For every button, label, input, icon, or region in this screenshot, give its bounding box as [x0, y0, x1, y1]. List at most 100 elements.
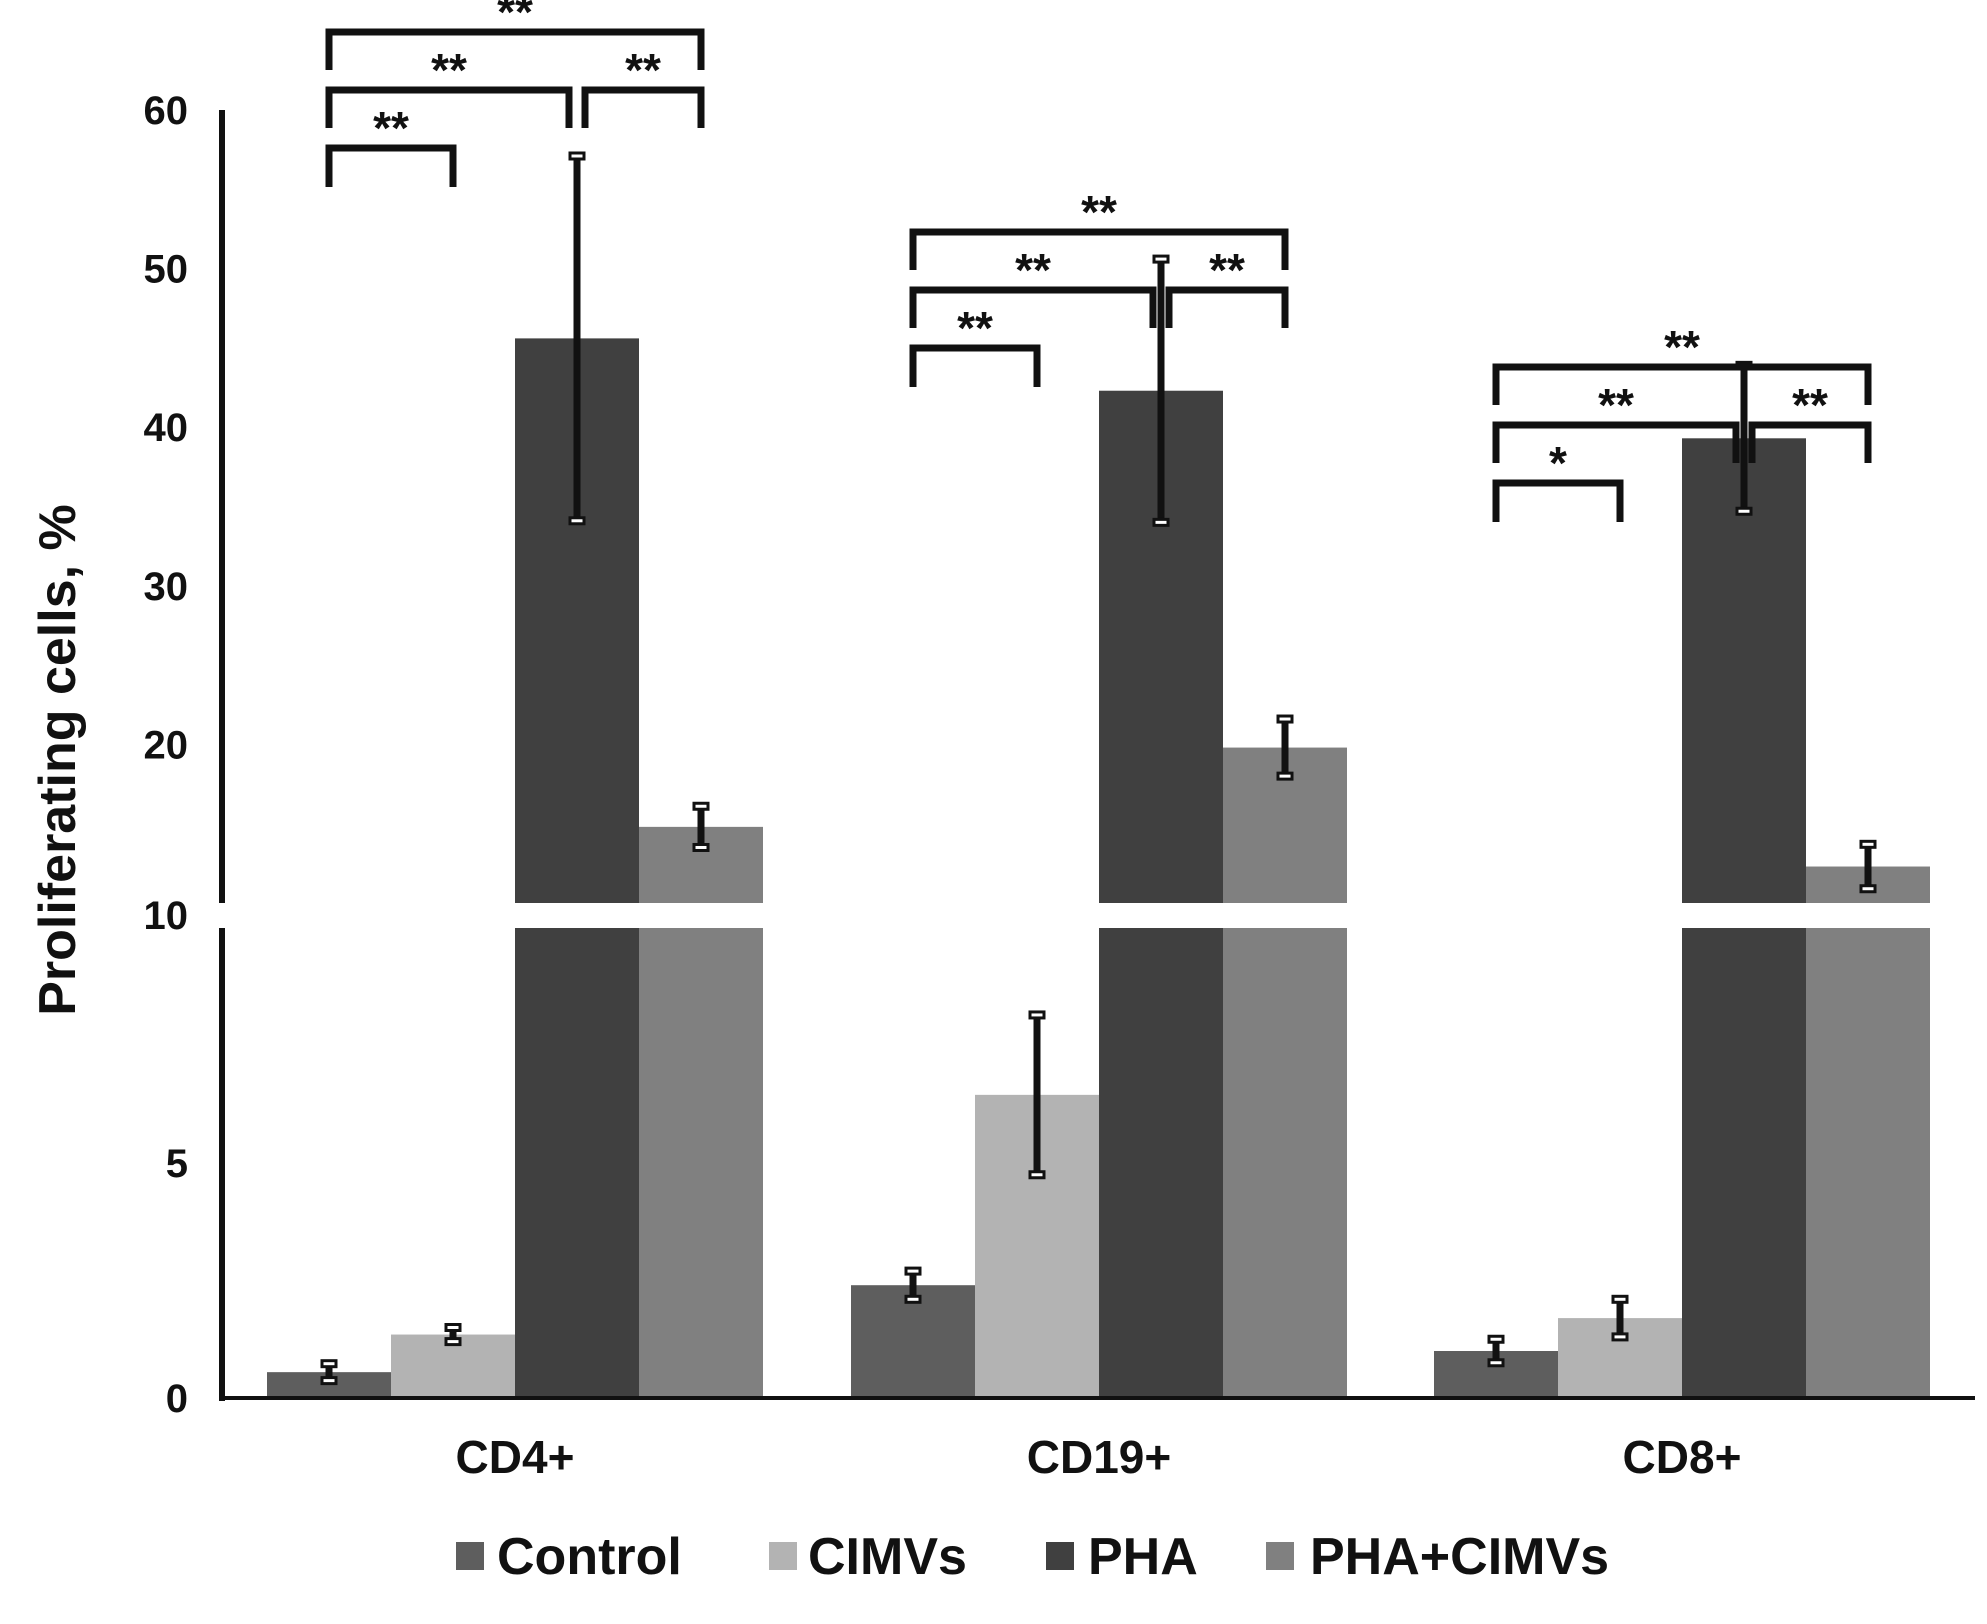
- sig-bracket-line: [1492, 363, 1872, 405]
- error-bar-cap-top: [1028, 1010, 1046, 1020]
- y-tick-label-60: 60: [144, 89, 189, 133]
- error-bar-cd19-control: [904, 1266, 922, 1304]
- sig-label: **: [1081, 186, 1117, 238]
- error-bar-cd4-control: [320, 1359, 338, 1386]
- error-bar-cd8-control: [1487, 1334, 1505, 1368]
- y-tick-label-0: 0: [166, 1377, 188, 1421]
- significance-brackets: **** ******** ******* ****: [325, 0, 1872, 522]
- legend-item-control: Control: [456, 1528, 682, 1586]
- error-bar-cap-bottom: [568, 516, 586, 526]
- y-tick-label-30: 30: [144, 565, 189, 609]
- error-bar-cd8-pha-cimvs: [1859, 839, 1877, 894]
- x-tick-label-cd8: CD8+: [1623, 1431, 1742, 1483]
- y-tick-label-40: 40: [144, 406, 189, 450]
- sig-bracket-cd19-control-vs-pha-cimvs: **: [909, 186, 1289, 270]
- sig-bracket-cd4-control-vs-pha: **: [325, 44, 573, 128]
- y-tick-label-5: 5: [166, 1142, 188, 1186]
- y-tick-label-50: 50: [144, 248, 189, 292]
- error-bar-cd19-pha-cimvs: [1276, 714, 1294, 781]
- sig-label: **: [1209, 244, 1245, 296]
- error-bar-cap-top: [444, 1323, 462, 1332]
- sig-bracket-cd8-control-vs-pha: **: [1492, 379, 1740, 463]
- sig-bracket-cd8-control-vs-cimvs: *: [1492, 437, 1624, 522]
- error-bar-cap-top: [1487, 1334, 1505, 1344]
- error-bar-cd19-pha: [1152, 254, 1170, 527]
- sig-bracket-line: [1165, 286, 1289, 328]
- error-bar-cd4-cimvs: [444, 1323, 462, 1347]
- sig-label: **: [373, 102, 409, 154]
- error-bar-cap-top: [904, 1266, 922, 1276]
- sig-label: **: [1015, 244, 1051, 296]
- error-bar-cap-bottom: [1611, 1332, 1629, 1342]
- sig-bracket-line: [1748, 421, 1872, 463]
- error-bar-cd8-cimvs: [1611, 1294, 1629, 1342]
- sig-label: **: [1792, 379, 1828, 431]
- plot-area: [210, 151, 1983, 1398]
- sig-bracket-cd19-control-vs-cimvs: **: [909, 302, 1041, 387]
- error-bar-cd4-pha-cimvs: [692, 801, 710, 852]
- x-tick-label-cd4: CD4+: [456, 1431, 575, 1483]
- error-bar-cap-bottom: [320, 1376, 338, 1386]
- x-tick-label-cd19: CD19+: [1027, 1431, 1171, 1483]
- error-bar-cap-bottom: [1735, 506, 1753, 516]
- legend-swatch: [456, 1542, 484, 1570]
- sig-label: **: [625, 44, 661, 96]
- error-bar-cap-top: [568, 151, 586, 161]
- error-bar-cap-top: [692, 801, 710, 811]
- sig-label: **: [1598, 379, 1634, 431]
- axes: 0 5 10 20 30 40 50 60 CD4+ CD19+ CD8+: [144, 89, 1975, 1483]
- error-bar-cap-bottom: [904, 1294, 922, 1304]
- error-bar-cap-top: [1859, 839, 1877, 849]
- bar-cd8-pha-cimvs: [1806, 866, 1930, 1398]
- sig-bracket-line: [1492, 421, 1740, 463]
- y-axis-label: Proliferating cells, %: [29, 504, 87, 1016]
- sig-bracket-cd4-pha-vs-pha-cimvs: **: [581, 44, 705, 128]
- sig-bracket-line: [325, 144, 457, 187]
- error-bar-cap-top: [1276, 714, 1294, 724]
- legend-swatch: [1046, 1542, 1074, 1570]
- legend-label: PHA+CIMVs: [1310, 1528, 1609, 1586]
- sig-bracket-cd8-pha-vs-pha-cimvs: **: [1748, 379, 1872, 463]
- sig-bracket-line: [1492, 479, 1624, 522]
- sig-label: **: [497, 0, 533, 38]
- error-bar-cap-bottom: [1152, 517, 1170, 527]
- error-bar-cap-bottom: [1487, 1358, 1505, 1368]
- sig-bracket-line: [325, 86, 573, 128]
- sig-bracket-line: [581, 86, 705, 128]
- sig-label: **: [431, 44, 467, 96]
- error-bar-cap-bottom: [1276, 771, 1294, 781]
- error-bar-cap-bottom: [444, 1337, 462, 1347]
- error-bar-cap-top: [1611, 1294, 1629, 1304]
- sig-bracket-line: [909, 228, 1289, 270]
- error-bar-cap-top: [1152, 254, 1170, 264]
- bar-cd19-pha-cimvs: [1223, 747, 1347, 1398]
- legend-swatch: [769, 1542, 797, 1570]
- sig-bracket-cd4-control-vs-pha-cimvs: **: [325, 0, 705, 70]
- legend-item-pha: PHA: [1046, 1528, 1198, 1586]
- legend-label: Control: [497, 1528, 682, 1586]
- sig-bracket-cd4-control-vs-cimvs: **: [325, 102, 457, 187]
- error-bar-cap-top: [320, 1359, 338, 1369]
- error-bar-cd4-pha: [568, 151, 586, 526]
- error-bar-cap-bottom: [1028, 1170, 1046, 1180]
- sig-label: **: [1664, 321, 1700, 373]
- legend-item-cimvs: CIMVs: [769, 1528, 967, 1586]
- sig-bracket-line: [909, 286, 1157, 328]
- bar-cd19-control: [851, 1285, 975, 1398]
- legend-item-pha-cimvs: PHA+CIMVs: [1266, 1528, 1609, 1586]
- sig-label: *: [1549, 437, 1567, 489]
- sig-bracket-cd19-pha-vs-pha-cimvs: **: [1165, 244, 1289, 328]
- legend: Control CIMVs PHA PHA+CIMVs: [456, 1528, 1609, 1586]
- error-bar-cd19-cimvs: [1028, 1010, 1046, 1180]
- legend-swatch: [1266, 1542, 1294, 1570]
- sig-bracket-cd8-control-vs-pha-cimvs: **: [1492, 321, 1872, 405]
- legend-label: PHA: [1088, 1528, 1198, 1586]
- sig-bracket-line: [909, 344, 1041, 387]
- axis-break-gap: [210, 903, 1983, 928]
- sig-bracket-cd19-control-vs-pha: **: [909, 244, 1157, 328]
- y-tick-label-10: 10: [144, 894, 189, 938]
- bar-cd19-pha: [1099, 390, 1223, 1398]
- y-tick-label-20: 20: [144, 723, 189, 767]
- error-bar-cap-bottom: [1859, 884, 1877, 894]
